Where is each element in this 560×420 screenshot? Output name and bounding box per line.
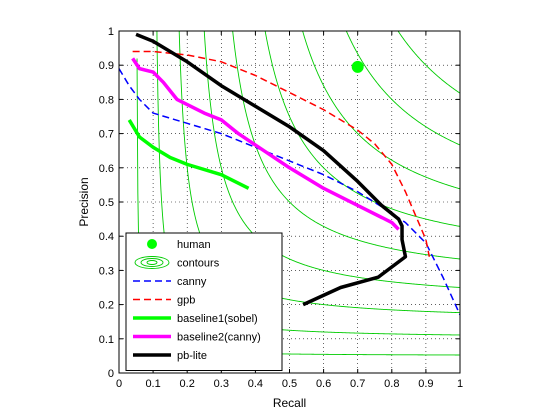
series-line-baseline1-sobel- xyxy=(127,119,250,190)
x-tick-label: 0.5 xyxy=(282,378,297,390)
legend-entry-label: baseline1(sobel) xyxy=(177,313,258,325)
y-tick-label: 0 xyxy=(108,368,114,380)
iso-f-contour xyxy=(203,31,460,288)
y-tick-label: 0.8 xyxy=(99,94,114,106)
legend-marker-contours xyxy=(146,260,158,265)
y-tick-label: 0.4 xyxy=(99,231,114,243)
human-point xyxy=(351,60,364,73)
x-tick-label: 0.3 xyxy=(214,378,229,390)
axis-ticks: 0 0.1 0.2 0.3 0.4 0.5 0.6 0.7 0.8 0.9 1 0 0.1 0.2 0.3 0… xyxy=(99,26,463,390)
series-lines xyxy=(119,32,460,316)
x-tick-label: 0.2 xyxy=(180,378,195,390)
x-tick-label: 0.4 xyxy=(248,378,263,390)
legend-entry-label: gpb xyxy=(177,295,195,307)
y-tick-label: 0.9 xyxy=(99,60,114,72)
x-tick-label: 0 xyxy=(116,378,122,390)
x-axis-label: Recall xyxy=(273,396,306,410)
legend-marker-contours xyxy=(140,258,164,267)
series-line-canny xyxy=(119,68,460,316)
y-tick-label: 0.3 xyxy=(99,265,114,277)
legend-entry-label: human xyxy=(177,239,211,251)
legend-entry-label: baseline2(canny) xyxy=(177,332,261,344)
legend-entry-label: contours xyxy=(177,258,220,270)
y-tick-label: 0.6 xyxy=(99,163,114,175)
x-tick-label: 0.7 xyxy=(350,378,365,390)
series-line-pb-lite xyxy=(135,32,408,307)
series-line-baseline2-canny- xyxy=(131,57,400,231)
y-axis-label: Precision xyxy=(77,177,91,226)
legend-marker-contours xyxy=(134,256,170,269)
y-tick-label: 0.7 xyxy=(99,129,114,141)
iso-f-contour xyxy=(345,31,460,146)
y-tick-label: 0.1 xyxy=(99,334,114,346)
iso-f-contour xyxy=(302,31,460,190)
x-tick-label: 0.6 xyxy=(316,378,331,390)
iso-f-contour xyxy=(264,31,460,227)
iso-f-contour xyxy=(397,31,460,94)
legend-entry-label: pb-lite xyxy=(177,350,207,362)
x-tick-label: 1 xyxy=(457,378,463,390)
legend: human contours canny gpb baseline1(sobel) bas… xyxy=(125,232,283,371)
legend-box xyxy=(125,232,283,371)
legend-entry-label: canny xyxy=(177,276,207,288)
legend-marker-human xyxy=(147,239,157,249)
x-tick-label: 0.1 xyxy=(145,378,160,390)
y-tick-label: 1 xyxy=(108,26,114,38)
series-line-gpb xyxy=(132,50,431,257)
y-tick-label: 0.2 xyxy=(99,300,114,312)
iso-f-contour xyxy=(232,31,460,260)
y-tick-label: 0.5 xyxy=(99,197,114,209)
x-tick-label: 0.9 xyxy=(418,378,433,390)
x-tick-label: 0.8 xyxy=(384,378,399,390)
